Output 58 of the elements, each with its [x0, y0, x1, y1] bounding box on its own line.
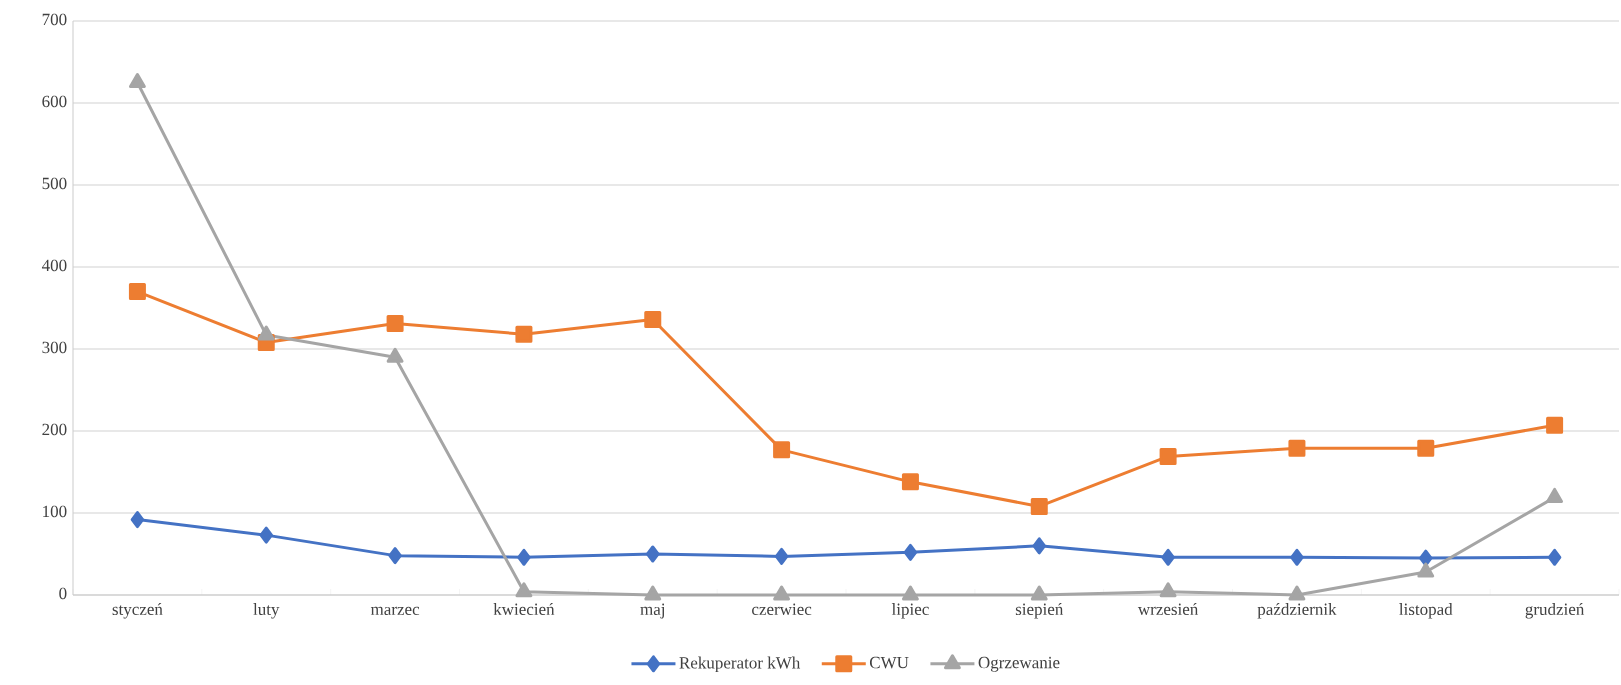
point	[1417, 439, 1435, 457]
point	[903, 543, 918, 561]
point	[517, 548, 531, 566]
point	[130, 511, 145, 529]
point	[773, 441, 791, 459]
point	[1288, 439, 1306, 457]
y-tick-label: 300	[42, 341, 67, 354]
y-tick-label: 400	[41, 259, 67, 272]
point	[388, 547, 402, 565]
point	[1159, 447, 1177, 465]
point	[257, 325, 275, 341]
point	[128, 283, 146, 301]
x-tick-label: czerwiec	[752, 603, 812, 616]
point	[1419, 549, 1433, 567]
point	[773, 585, 791, 601]
point	[386, 315, 404, 333]
point	[774, 547, 789, 565]
y-tick-label: 600	[42, 95, 67, 108]
y-tick-label: 700	[42, 13, 67, 26]
x-tick-label: grudzień	[1525, 603, 1585, 619]
point	[644, 585, 662, 601]
x-tick-label: wrzesień	[1137, 603, 1199, 616]
point	[902, 585, 919, 601]
x-tick-label: listopad	[1399, 603, 1453, 619]
point	[1032, 537, 1047, 555]
point	[1161, 548, 1175, 566]
legend-label: Rekuperator kWh	[679, 656, 801, 673]
point	[1288, 585, 1306, 601]
point	[1030, 585, 1048, 601]
point	[128, 73, 146, 88]
legend-label: Ogrzewanie	[978, 656, 1060, 672]
y-tick-label: 100	[43, 505, 67, 518]
x-tick-label: styczeń	[112, 603, 163, 619]
point	[515, 325, 533, 343]
legend-label: CWU	[869, 656, 909, 669]
x-tick-label: siepień	[1015, 603, 1064, 619]
y-tick-label: 0	[59, 587, 67, 600]
x-tick-label: kwiecień	[493, 603, 555, 616]
point	[1547, 548, 1562, 566]
y-tick-label: 500	[42, 177, 67, 190]
point	[1290, 548, 1304, 566]
x-tick-label: lipiec	[891, 603, 929, 619]
point	[259, 526, 273, 544]
y-tick-label: 200	[42, 423, 67, 436]
x-tick-label: maj	[640, 603, 665, 619]
point	[901, 473, 919, 491]
point	[515, 582, 533, 598]
point	[1030, 497, 1048, 515]
x-tick-label: październik	[1257, 603, 1337, 619]
x-tick-label: luty	[253, 603, 280, 619]
point	[1417, 562, 1435, 578]
point	[386, 347, 404, 363]
point	[1546, 416, 1564, 434]
point	[1546, 487, 1564, 503]
point	[646, 545, 660, 563]
x-tick-label: marzec	[370, 606, 420, 616]
point	[1159, 582, 1177, 598]
point	[644, 310, 662, 328]
